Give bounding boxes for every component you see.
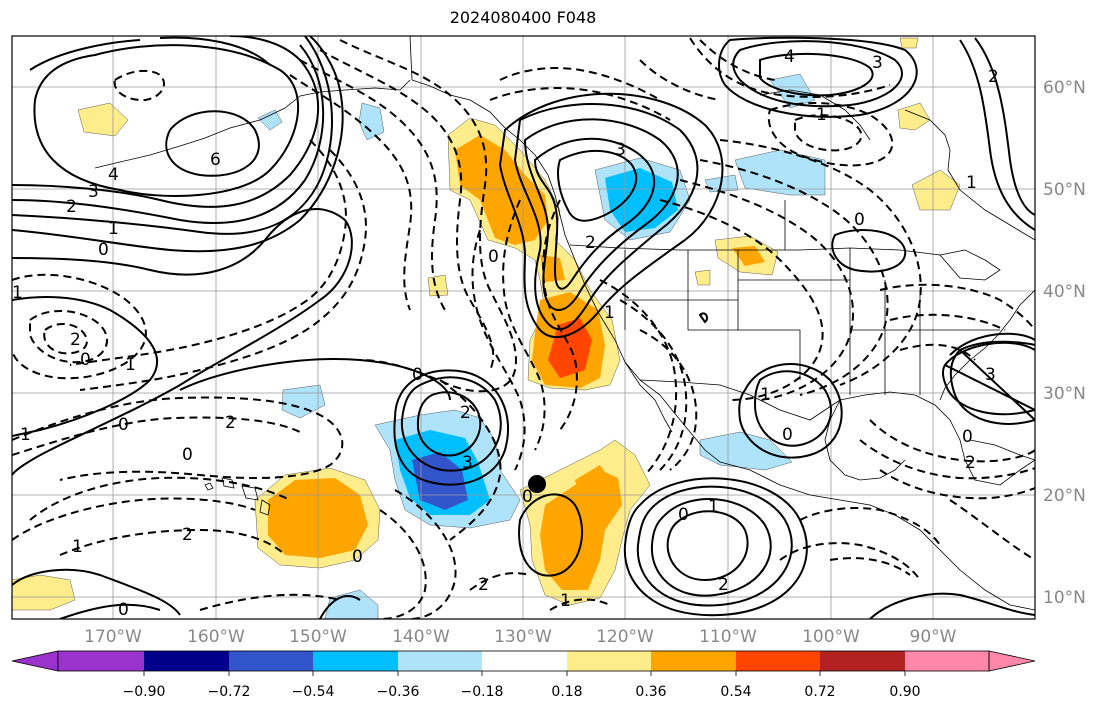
longitude-labels: 170°W 160°W 150°W 140°W 130°W 120°W 110°… xyxy=(84,627,957,647)
colorbar-segment xyxy=(482,651,567,671)
lat-label-40n: 40°N xyxy=(1043,282,1086,302)
lon-label-130w: 130°W xyxy=(494,627,552,647)
contour-label: 0 xyxy=(352,547,363,567)
contour-label: 3 xyxy=(88,182,99,202)
lon-label-110w: 110°W xyxy=(699,627,757,647)
colorbar-tick-label: −0.18 xyxy=(461,684,504,700)
colorbar-tick-label: 0.90 xyxy=(889,684,920,700)
colorbar-outline xyxy=(57,650,990,672)
station-marker xyxy=(528,475,546,493)
lon-label-90w: 90°W xyxy=(910,627,957,647)
contour-label: 3 xyxy=(872,53,883,73)
lat-label-30n: 30°N xyxy=(1043,384,1086,404)
contour-label: 1 xyxy=(20,425,31,445)
contour-label: 2 xyxy=(965,453,976,473)
lon-label-150w: 150°W xyxy=(289,627,347,647)
colorbar-segment xyxy=(820,651,905,671)
lon-label-160w: 160°W xyxy=(187,627,245,647)
contour-label: 3 xyxy=(615,140,626,160)
colorbar-tick-label: 0.54 xyxy=(720,684,751,700)
colorbar-tick-label: −0.54 xyxy=(292,684,335,700)
lat-label-50n: 50°N xyxy=(1043,180,1086,200)
colorbar-segment xyxy=(567,651,651,671)
colorbar-tick-label: −0.90 xyxy=(123,684,166,700)
colorbar-segment xyxy=(313,651,398,671)
solid-contours xyxy=(12,36,1035,619)
lon-label-100w: 100°W xyxy=(802,627,860,647)
latitude-labels: 60°N 50°N 40°N 30°N 20°N 10°N xyxy=(1043,78,1086,608)
lat-label-60n: 60°N xyxy=(1043,78,1086,98)
colorbar-tick-label: 0.18 xyxy=(551,684,582,700)
lat-label-20n: 20°N xyxy=(1043,486,1086,506)
contour-label: 0 xyxy=(854,210,865,230)
contour-label: 2 xyxy=(182,525,193,545)
contour-label: 3 xyxy=(462,453,473,473)
contour-label: 1 xyxy=(108,219,119,239)
contour-label: 1 xyxy=(760,385,771,405)
contour-label: 1 xyxy=(125,355,136,375)
contour-label: 0 xyxy=(782,425,793,445)
contour-label: 4 xyxy=(108,165,119,185)
lon-label-140w: 140°W xyxy=(392,627,450,647)
contour-label: 2 xyxy=(585,233,596,253)
contour-label: 3 xyxy=(985,365,996,385)
colorbar-tick-label: 0.36 xyxy=(635,684,666,700)
contour-label: 1 xyxy=(966,173,977,193)
contour-label: 0 xyxy=(678,505,689,525)
contour-label: 1 xyxy=(708,497,719,517)
contour-label: 1 xyxy=(560,591,571,611)
contour-label: 2 xyxy=(478,575,489,595)
colorbar-segment xyxy=(651,651,736,671)
contour-label: 0 xyxy=(80,350,91,370)
contour-label: 6 xyxy=(210,150,221,170)
contour-label: 2 xyxy=(66,197,77,217)
contour-label: 0 xyxy=(412,365,423,385)
map-frame xyxy=(11,35,1036,620)
colorbar-segment xyxy=(144,651,229,671)
dashed-contours xyxy=(12,37,1035,619)
contour-label: 0 xyxy=(118,600,129,620)
contour-label: 0 xyxy=(962,427,973,447)
contour-label: 2 xyxy=(718,575,729,595)
colorbar-tick-label: 0.72 xyxy=(804,684,835,700)
colorbar-segment xyxy=(58,651,144,671)
contour-label: 1 xyxy=(72,537,83,557)
colorbar-segment xyxy=(988,650,1036,672)
lat-label-10n: 10°N xyxy=(1043,588,1086,608)
gridlines xyxy=(12,36,1035,619)
shaded-fields xyxy=(12,37,961,619)
lon-label-170w: 170°W xyxy=(84,627,142,647)
colorbar-tick-label: −0.36 xyxy=(377,684,420,700)
contour-label: 0 xyxy=(118,415,129,435)
colorbar-segment xyxy=(11,650,59,672)
contour-label: 1 xyxy=(816,105,827,125)
map-area xyxy=(12,36,1035,619)
colorbar-segment xyxy=(905,651,989,671)
contour-label: 0 xyxy=(488,247,499,267)
contour-labels: 6 4 3 2 1 0 1 2 0 1 0 2 1 0 2 1 0 0 2 0 … xyxy=(12,47,999,620)
contour-label: 2 xyxy=(988,67,999,87)
contour-label: 2 xyxy=(225,413,236,433)
colorbar: −0.90 −0.72 −0.54 −0.36 −0.18 0.18 0.36 … xyxy=(11,650,1036,700)
contour-label: 2 xyxy=(460,403,471,423)
colorbar-segment xyxy=(398,651,482,671)
colorbar-tick-label: −0.72 xyxy=(208,684,251,700)
map-title: 2024080400 F048 xyxy=(449,8,597,27)
lon-label-120w: 120°W xyxy=(596,627,654,647)
contour-label: 2 xyxy=(70,330,81,350)
contour-label: 1 xyxy=(12,283,23,303)
colorbar-segment xyxy=(736,651,820,671)
contour-label: 0 xyxy=(182,445,193,465)
contour-label: 4 xyxy=(784,47,795,67)
contour-label: 0 xyxy=(98,240,109,260)
contour-label: 0 xyxy=(522,487,533,507)
contour-label: 1 xyxy=(604,303,615,323)
colorbar-segment xyxy=(229,651,313,671)
